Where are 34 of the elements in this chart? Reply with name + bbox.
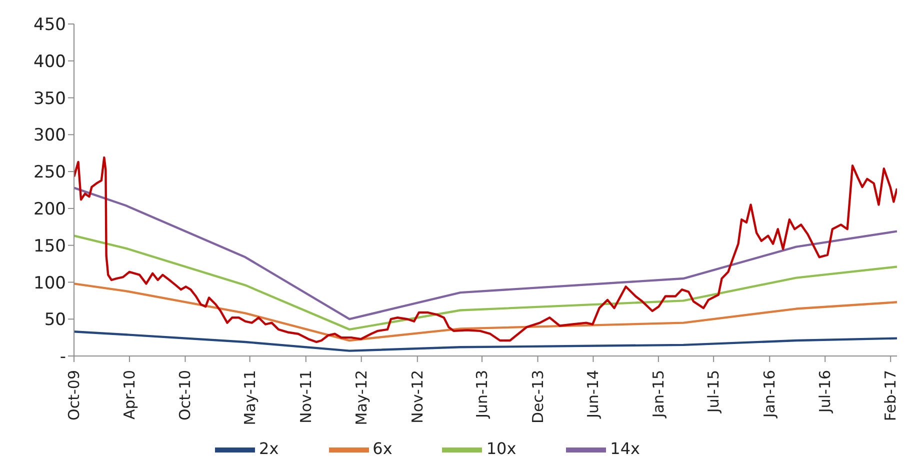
line-series <box>74 186 897 320</box>
line-series <box>74 156 897 344</box>
x-tick-label: Jan-15 <box>649 370 668 419</box>
y-tick-label: 100 <box>34 273 66 294</box>
x-tick-label: Dec-13 <box>528 370 547 424</box>
x-tick-label: May-12 <box>352 370 370 426</box>
x-tick-label: May-11 <box>240 370 259 426</box>
legend-label: 14x <box>610 439 640 458</box>
x-tick-label: Jul-16 <box>816 370 834 414</box>
x-tick-label: Jun-13 <box>472 370 491 419</box>
x-tick-label: Apr-10 <box>120 370 138 420</box>
y-tick-label: 200 <box>34 199 66 220</box>
x-tick-label: Nov-11 <box>296 370 315 424</box>
line-series <box>74 282 897 342</box>
y-tick-label: 50 <box>44 310 66 330</box>
y-tick-label: 400 <box>34 52 66 72</box>
line-series <box>74 330 897 352</box>
y-tick-label: 350 <box>34 88 66 109</box>
y-tick-label: - <box>60 347 66 368</box>
x-tick-label: Jul-15 <box>704 370 723 414</box>
x-tick-label: Jan-16 <box>760 370 779 419</box>
legend-label: 6x <box>372 439 392 458</box>
line-series <box>74 234 897 331</box>
legend-label: 10x <box>486 439 516 458</box>
x-tick-label: Oct-10 <box>176 370 194 420</box>
y-tick-label: 450 <box>34 15 66 36</box>
y-tick-label: 250 <box>34 162 66 183</box>
x-tick-label: Oct-09 <box>65 370 83 420</box>
y-tick-label: 300 <box>34 126 66 146</box>
x-tick-label: Jun-14 <box>584 370 602 419</box>
y-tick-label: 150 <box>34 236 66 256</box>
x-tick-label: Nov-12 <box>408 370 426 424</box>
legend-label: 2x <box>259 439 279 458</box>
x-tick-label: Feb-17 <box>882 370 900 422</box>
